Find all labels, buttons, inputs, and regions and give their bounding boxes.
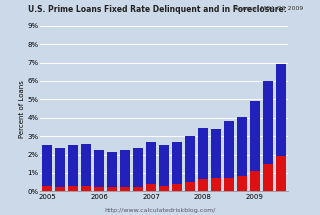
Bar bbox=[146, 142, 156, 184]
Bar bbox=[185, 136, 195, 182]
Bar bbox=[107, 187, 117, 191]
Bar bbox=[55, 148, 65, 187]
Bar bbox=[159, 145, 169, 186]
Y-axis label: Percent of Loans: Percent of Loans bbox=[19, 80, 25, 138]
Text: http://www.calculatedriskblog.com/: http://www.calculatedriskblog.com/ bbox=[104, 208, 216, 213]
Bar bbox=[250, 171, 260, 191]
Bar bbox=[263, 164, 273, 191]
Text: Source: MBA Q3 2009: Source: MBA Q3 2009 bbox=[235, 5, 304, 10]
Bar bbox=[94, 187, 104, 191]
Bar bbox=[237, 117, 247, 176]
Bar bbox=[211, 178, 221, 191]
Bar bbox=[120, 187, 130, 191]
Text: U.S. Prime Loans Fixed Rate Delinquent and in Foreclosure:: U.S. Prime Loans Fixed Rate Delinquent a… bbox=[28, 5, 292, 14]
Bar bbox=[224, 178, 234, 191]
Bar bbox=[42, 145, 52, 186]
Bar bbox=[276, 156, 286, 191]
Bar bbox=[211, 129, 221, 178]
Bar bbox=[172, 142, 182, 184]
Bar bbox=[172, 184, 182, 191]
Bar bbox=[81, 144, 91, 186]
Bar bbox=[146, 184, 156, 191]
Bar bbox=[81, 186, 91, 191]
Bar bbox=[133, 148, 143, 187]
Bar bbox=[68, 145, 78, 186]
Bar bbox=[198, 128, 208, 179]
Bar bbox=[68, 186, 78, 191]
Bar bbox=[276, 64, 286, 156]
Bar bbox=[198, 179, 208, 191]
Bar bbox=[133, 187, 143, 191]
Bar bbox=[250, 101, 260, 171]
Bar bbox=[120, 150, 130, 187]
Bar bbox=[237, 176, 247, 191]
Bar bbox=[107, 152, 117, 187]
Bar bbox=[224, 121, 234, 178]
Bar bbox=[94, 150, 104, 187]
Bar bbox=[42, 186, 52, 191]
Bar bbox=[55, 187, 65, 191]
Bar bbox=[159, 186, 169, 191]
Bar bbox=[185, 182, 195, 191]
Bar bbox=[263, 81, 273, 164]
